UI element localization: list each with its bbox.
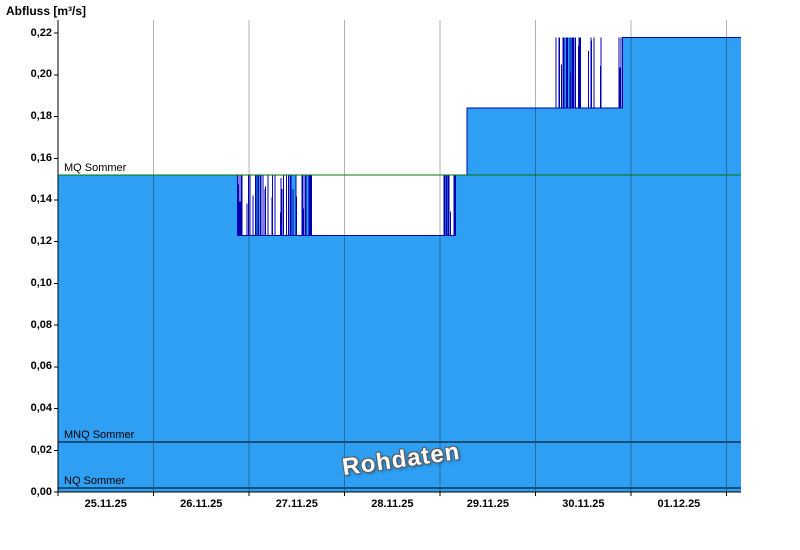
x-tick-label: 28.11.25: [371, 498, 414, 510]
x-tick-label: 29.11.25: [466, 498, 509, 510]
y-tick-label: 0,08: [30, 318, 52, 331]
x-tick-label: 25.11.25: [84, 498, 127, 510]
ref-line-label: NQ Sommer: [64, 474, 126, 487]
y-tick-label: 0,14: [30, 193, 52, 206]
y-tick-label: 0,18: [30, 110, 52, 123]
x-tick-label: 26.11.25: [180, 498, 223, 510]
y-tick-label: 0,20: [30, 68, 52, 81]
ref-line-label: MNQ Sommer: [64, 428, 135, 441]
y-tick-label: 0,02: [30, 443, 52, 456]
x-tick-label: 27.11.25: [275, 498, 318, 510]
ref-line-label: MQ Sommer: [64, 161, 127, 174]
y-tick-label: 0,10: [30, 276, 52, 289]
y-tick-label: 0,16: [30, 151, 52, 164]
y-tick-label: 0,00: [30, 485, 52, 498]
y-tick-label: 0,04: [30, 402, 52, 415]
y-tick-label: 0,22: [30, 26, 52, 39]
y-tick-label: 0,12: [30, 235, 52, 248]
y-axis-title: Abfluss [m³/s]: [6, 4, 87, 18]
x-tick-label: 01.12.25: [657, 498, 701, 510]
y-tick-label: 0,06: [30, 360, 52, 373]
x-tick-label: 30.11.25: [562, 498, 605, 510]
